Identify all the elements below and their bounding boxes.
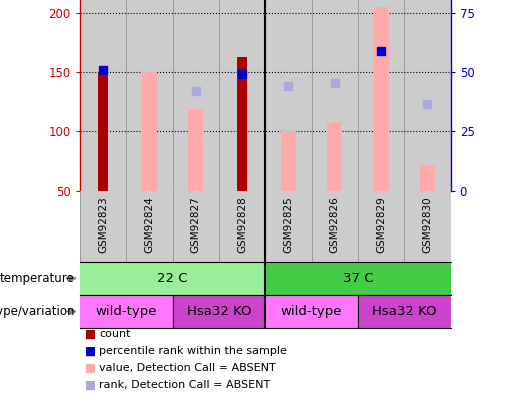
- Text: Hsa32 KO: Hsa32 KO: [186, 305, 251, 318]
- Bar: [219, 0, 265, 191]
- Text: rank, Detection Call = ABSENT: rank, Detection Call = ABSENT: [99, 380, 271, 390]
- Text: GSM92826: GSM92826: [330, 196, 340, 253]
- Bar: [80, 295, 173, 328]
- Text: ■: ■: [85, 345, 96, 358]
- Bar: [328, 122, 342, 191]
- Bar: [126, 0, 173, 191]
- Bar: [281, 131, 296, 191]
- Text: GSM92828: GSM92828: [237, 196, 247, 253]
- Text: GSM92827: GSM92827: [191, 196, 201, 253]
- Text: temperature: temperature: [0, 272, 75, 285]
- Bar: [358, 295, 451, 328]
- Text: value, Detection Call = ABSENT: value, Detection Call = ABSENT: [99, 363, 276, 373]
- Text: ■: ■: [85, 328, 96, 341]
- Bar: [173, 295, 265, 328]
- Text: genotype/variation: genotype/variation: [0, 305, 75, 318]
- Text: GSM92830: GSM92830: [422, 196, 433, 253]
- Text: wild-type: wild-type: [95, 305, 157, 318]
- Text: GSM92824: GSM92824: [144, 196, 154, 253]
- Bar: [142, 72, 157, 191]
- Text: count: count: [99, 329, 131, 339]
- Bar: [312, 0, 358, 191]
- Text: wild-type: wild-type: [281, 305, 342, 318]
- Bar: [98, 72, 108, 191]
- Bar: [237, 57, 247, 191]
- Text: ■: ■: [85, 362, 96, 375]
- Text: Hsa32 KO: Hsa32 KO: [372, 305, 437, 318]
- Text: 22 C: 22 C: [157, 272, 188, 285]
- Bar: [265, 0, 312, 191]
- Bar: [265, 295, 358, 328]
- Text: GSM92829: GSM92829: [376, 196, 386, 253]
- Bar: [374, 7, 388, 191]
- Text: percentile rank within the sample: percentile rank within the sample: [99, 346, 287, 356]
- Bar: [358, 0, 404, 191]
- Bar: [420, 165, 435, 191]
- Bar: [188, 110, 203, 191]
- Bar: [173, 0, 219, 191]
- Text: 37 C: 37 C: [342, 272, 373, 285]
- Bar: [404, 0, 451, 191]
- Text: GSM92823: GSM92823: [98, 196, 108, 253]
- Text: ■: ■: [85, 379, 96, 392]
- Bar: [80, 0, 126, 191]
- Text: GSM92825: GSM92825: [283, 196, 294, 253]
- Bar: [80, 262, 265, 295]
- Bar: [265, 262, 451, 295]
